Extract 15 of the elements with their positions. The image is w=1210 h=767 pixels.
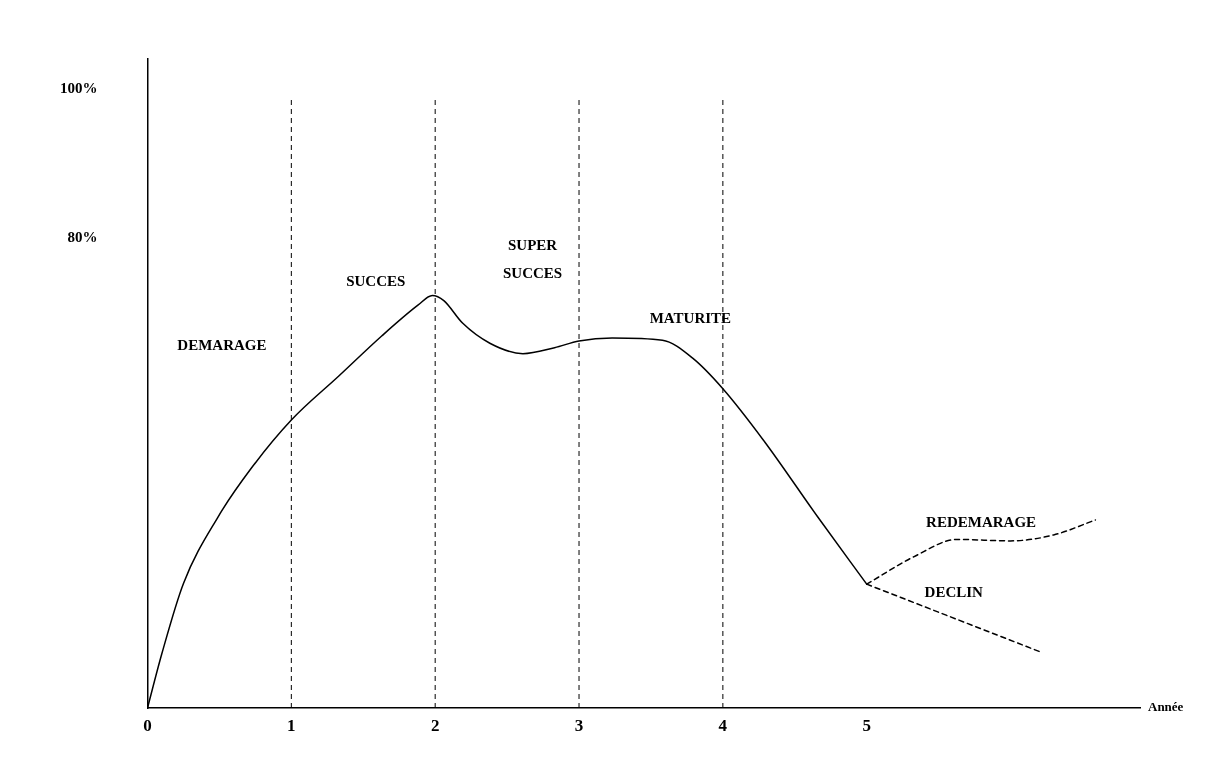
x-tick-label: 2 <box>430 715 440 735</box>
y-tick-label: 100% <box>60 79 98 96</box>
x-tick-label: 5 <box>862 715 871 735</box>
series-label: DECLIN <box>924 583 984 600</box>
x-tick-label: 4 <box>718 715 728 735</box>
annotation: SUPER SUCCES <box>503 237 563 282</box>
annotation: DEMARAGE <box>177 336 267 353</box>
annotation: SUCCES <box>346 273 406 290</box>
x-tick-label: 1 <box>287 715 296 735</box>
x-axis-title: Année <box>1148 699 1184 715</box>
x-tick-label: 0 <box>143 715 152 735</box>
x-tick-label: 3 <box>574 715 584 735</box>
y-tick-label: 80% <box>67 228 98 245</box>
annotation: MATURITE <box>649 310 732 327</box>
series-label: REDEMARAGE <box>926 514 1037 531</box>
